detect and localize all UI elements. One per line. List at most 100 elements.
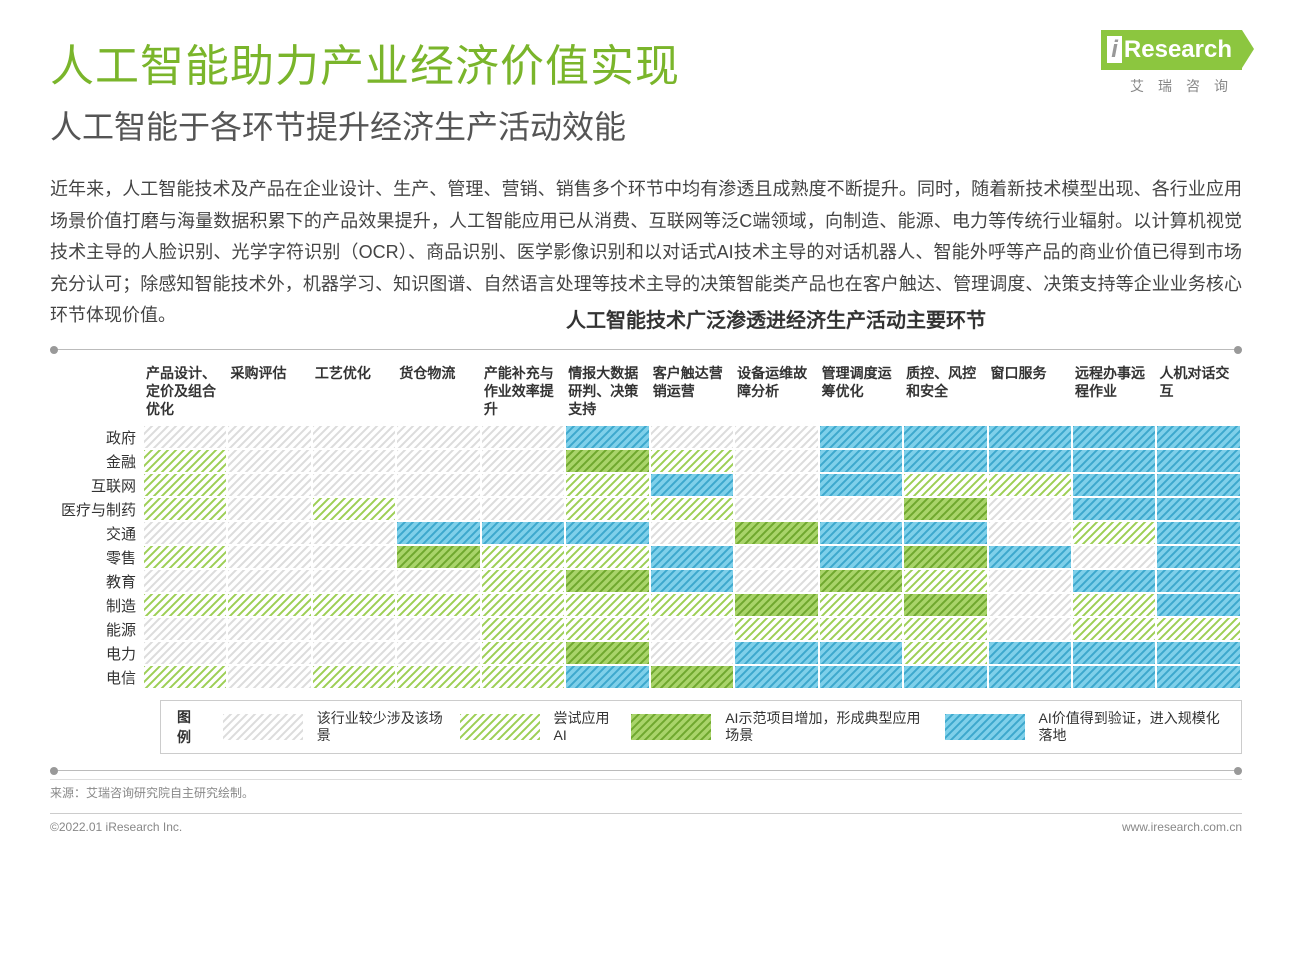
- matrix-cell: [397, 642, 479, 664]
- matrix-cell: [904, 522, 986, 544]
- legend-text: AI示范项目增加，形成典型应用场景: [725, 710, 930, 744]
- matrix-cell: [820, 498, 902, 520]
- row-header: 能源: [52, 618, 142, 640]
- matrix-cell: [735, 666, 817, 688]
- matrix-cell: [482, 546, 564, 568]
- matrix-cell: [397, 666, 479, 688]
- matrix-cell: [566, 618, 648, 640]
- matrix-cell: [1157, 522, 1240, 544]
- matrix-cell: [397, 450, 479, 472]
- matrix-cell: [735, 522, 817, 544]
- matrix-cell: [144, 450, 226, 472]
- col-header: 产能补充与作业效率提升: [482, 362, 564, 425]
- sub-title: 人工智能于各环节提升经济生产活动效能: [50, 102, 1101, 148]
- matrix-cell: [566, 666, 648, 688]
- matrix-cell: [228, 426, 310, 448]
- matrix-cell: [735, 498, 817, 520]
- matrix-cell: [820, 570, 902, 592]
- matrix-cell: [313, 474, 395, 496]
- matrix-cell: [566, 522, 648, 544]
- matrix-cell: [820, 522, 902, 544]
- row-header: 教育: [52, 570, 142, 592]
- matrix-cell: [313, 546, 395, 568]
- matrix-cell: [1157, 426, 1240, 448]
- legend: 图例该行业较少涉及该场景尝试应用AIAI示范项目增加，形成典型应用场景AI价值得…: [160, 700, 1242, 754]
- matrix-cell: [989, 522, 1071, 544]
- footer-url: www.iresearch.com.cn: [1122, 820, 1242, 834]
- matrix-cell: [482, 426, 564, 448]
- logo-text: Research: [1101, 30, 1242, 70]
- footer-copyright: ©2022.01 iResearch Inc.: [50, 820, 182, 834]
- matrix-cell: [144, 570, 226, 592]
- matrix-cell: [820, 618, 902, 640]
- divider-top: [50, 349, 1242, 350]
- row-header: 制造: [52, 594, 142, 616]
- matrix-cell: [989, 546, 1071, 568]
- divider-bottom: [50, 770, 1242, 771]
- matrix-cell: [1073, 666, 1155, 688]
- matrix-cell: [566, 450, 648, 472]
- matrix-cell: [482, 594, 564, 616]
- matrix-cell: [651, 618, 733, 640]
- matrix-cell: [566, 570, 648, 592]
- matrix-cell: [566, 594, 648, 616]
- matrix-cell: [144, 474, 226, 496]
- matrix-cell: [820, 450, 902, 472]
- col-header: 工艺优化: [313, 362, 395, 425]
- header-row: 人工智能助力产业经济价值实现 人工智能于各环节提升经济生产活动效能 Resear…: [50, 30, 1242, 148]
- matrix-cell: [228, 522, 310, 544]
- matrix-cell: [651, 498, 733, 520]
- matrix-cell: [482, 666, 564, 688]
- matrix-cell: [1073, 498, 1155, 520]
- matrix-cell: [1157, 618, 1240, 640]
- matrix-cell: [397, 594, 479, 616]
- row-header: 电力: [52, 642, 142, 664]
- matrix-cell: [313, 522, 395, 544]
- matrix-cell: [820, 426, 902, 448]
- legend-swatch: [460, 714, 540, 740]
- matrix-cell: [904, 450, 986, 472]
- matrix-cell: [1157, 642, 1240, 664]
- matrix-cell: [989, 642, 1071, 664]
- matrix-cell: [735, 546, 817, 568]
- matrix-cell: [735, 450, 817, 472]
- matrix-cell: [313, 570, 395, 592]
- matrix-cell: [228, 570, 310, 592]
- matrix-cell: [397, 618, 479, 640]
- matrix-cell: [735, 570, 817, 592]
- matrix-cell: [144, 498, 226, 520]
- matrix-cell: [228, 666, 310, 688]
- matrix-cell: [397, 474, 479, 496]
- legend-swatch: [223, 714, 303, 740]
- matrix-cell: [1073, 570, 1155, 592]
- main-title: 人工智能助力产业经济价值实现: [50, 30, 1101, 94]
- matrix-cell: [1073, 474, 1155, 496]
- matrix-cell: [313, 498, 395, 520]
- col-header: 窗口服务: [989, 362, 1071, 425]
- col-header: 货仓物流: [397, 362, 479, 425]
- matrix-cell: [1157, 450, 1240, 472]
- matrix-cell: [144, 618, 226, 640]
- legend-label: 图例: [171, 707, 209, 747]
- matrix-cell: [820, 642, 902, 664]
- matrix-cell: [566, 642, 648, 664]
- matrix-cell: [989, 666, 1071, 688]
- matrix-cell: [651, 474, 733, 496]
- matrix-cell: [482, 642, 564, 664]
- matrix-cell: [566, 498, 648, 520]
- matrix-cell: [144, 546, 226, 568]
- matrix-cell: [735, 426, 817, 448]
- matrix-cell: [397, 546, 479, 568]
- matrix-cell: [989, 474, 1071, 496]
- matrix-cell: [820, 594, 902, 616]
- matrix-chart: 产品设计、定价及组合优化采购评估工艺优化货仓物流产能补充与作业效率提升情报大数据…: [50, 360, 1242, 691]
- matrix-cell: [228, 450, 310, 472]
- matrix-cell: [904, 666, 986, 688]
- logo: Research 艾瑞咨询: [1101, 30, 1242, 96]
- legend-text: AI价值得到验证，进入规模化落地: [1039, 710, 1231, 744]
- matrix-cell: [1157, 594, 1240, 616]
- matrix-cell: [989, 594, 1071, 616]
- matrix-cell: [1073, 546, 1155, 568]
- matrix-cell: [313, 426, 395, 448]
- matrix-cell: [228, 498, 310, 520]
